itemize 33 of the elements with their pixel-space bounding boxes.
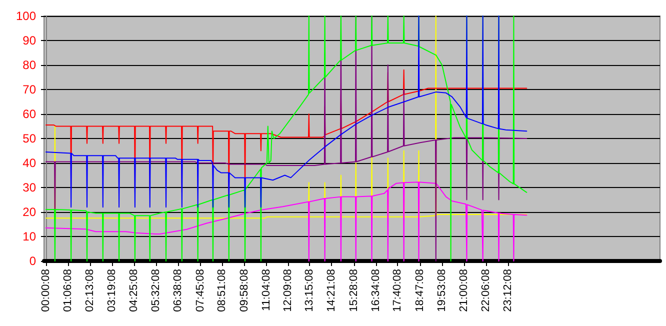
x-tick-label: 00:00:08 xyxy=(40,269,52,312)
y-tick-label: 30 xyxy=(22,180,36,194)
x-tick-label: 07:45:08 xyxy=(194,269,206,312)
x-tick-label: 03:19:08 xyxy=(106,269,118,312)
x-tick-label: 06:38:08 xyxy=(172,269,184,312)
x-tick-label: 01:06:08 xyxy=(62,269,74,312)
x-tick-label: 23:12:08 xyxy=(502,269,514,312)
x-tick-label: 04:25:08 xyxy=(128,269,140,312)
x-tick-label: 15:28:08 xyxy=(348,269,360,312)
x-tick-label: 19:53:08 xyxy=(436,269,448,312)
x-tick-label: 09:58:08 xyxy=(238,269,250,312)
x-tick-label: 17:40:08 xyxy=(392,269,404,312)
x-tick-label: 02:13:08 xyxy=(84,269,96,312)
y-tick-label: 100 xyxy=(16,9,36,23)
x-tick-label: 12:09:08 xyxy=(282,269,294,312)
y-tick-label: 0 xyxy=(29,254,36,268)
y-tick-label: 50 xyxy=(22,132,36,146)
y-tick-label: 90 xyxy=(22,34,36,48)
x-tick-label: 16:34:08 xyxy=(370,269,382,312)
y-tick-label: 40 xyxy=(22,156,36,170)
x-tick-label: 22:06:08 xyxy=(480,269,492,312)
x-tick-label: 14:21:08 xyxy=(326,269,338,312)
y-tick-label: 70 xyxy=(22,82,36,96)
y-tick-label: 60 xyxy=(22,107,36,121)
x-tick-label: 05:32:08 xyxy=(150,269,162,312)
y-tick-label: 10 xyxy=(22,230,36,244)
y-tick-label: 80 xyxy=(22,58,36,72)
x-tick-label: 21:00:08 xyxy=(458,269,470,312)
x-tick-label: 08:51:08 xyxy=(216,269,228,312)
x-tick-label: 18:47:08 xyxy=(414,269,426,312)
x-tick-label: 13:15:08 xyxy=(304,269,316,312)
y-tick-label: 20 xyxy=(22,205,36,219)
x-tick-label: 11:04:08 xyxy=(260,269,272,312)
